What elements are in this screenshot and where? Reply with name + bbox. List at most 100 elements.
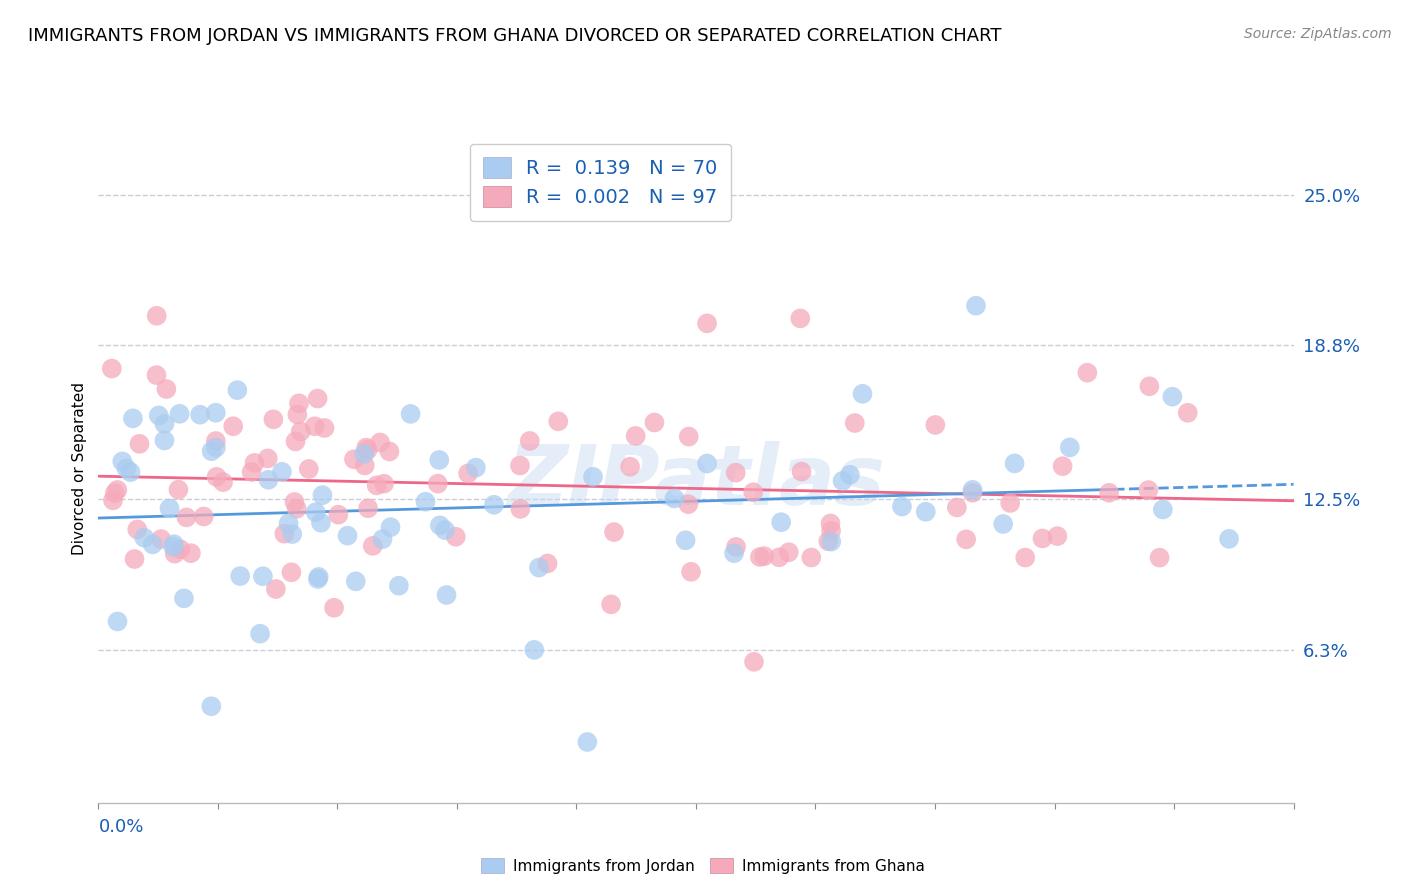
Point <box>162 540 184 554</box>
Point <box>368 435 391 450</box>
Point <box>201 444 224 458</box>
Point <box>991 516 1014 531</box>
Point <box>105 483 128 497</box>
Point <box>789 311 811 326</box>
Point <box>427 453 450 467</box>
Point <box>305 505 328 519</box>
Point <box>1149 550 1171 565</box>
Point <box>264 582 287 596</box>
Point <box>675 533 697 548</box>
Point <box>107 615 129 629</box>
Point <box>307 572 329 586</box>
Point <box>309 516 332 530</box>
Point <box>343 452 366 467</box>
Point <box>180 546 202 560</box>
Point <box>314 421 336 435</box>
Point <box>111 454 134 468</box>
Point <box>249 626 271 640</box>
Point <box>1052 459 1074 474</box>
Point <box>891 500 914 514</box>
Point <box>176 510 198 524</box>
Point <box>159 501 181 516</box>
Point <box>1000 496 1022 510</box>
Point <box>523 643 546 657</box>
Point <box>679 565 702 579</box>
Point <box>167 483 190 497</box>
Point <box>101 361 124 376</box>
Point <box>173 591 195 606</box>
Point <box>285 501 308 516</box>
Point <box>283 495 305 509</box>
Point <box>603 524 626 539</box>
Point <box>262 412 284 426</box>
Point <box>946 500 969 515</box>
Point <box>576 735 599 749</box>
Point <box>696 457 718 471</box>
Point <box>955 533 977 547</box>
Point <box>429 518 451 533</box>
Point <box>205 470 228 484</box>
Point <box>357 501 380 516</box>
Point <box>142 537 165 551</box>
Point <box>361 539 384 553</box>
Point <box>287 408 309 422</box>
Point <box>169 542 191 557</box>
Point <box>127 523 149 537</box>
Point <box>754 549 776 564</box>
Point <box>509 502 531 516</box>
Point <box>1031 532 1053 546</box>
Point <box>399 407 422 421</box>
Text: ZIPatlas: ZIPatlas <box>508 442 884 522</box>
Point <box>153 417 176 431</box>
Point <box>150 532 173 546</box>
Point <box>426 476 449 491</box>
Point <box>134 531 156 545</box>
Point <box>924 417 946 432</box>
Point <box>1137 483 1160 497</box>
Point <box>193 509 215 524</box>
Point <box>600 598 623 612</box>
Point <box>120 465 142 479</box>
Point <box>124 552 146 566</box>
Point <box>155 382 177 396</box>
Point <box>844 416 866 430</box>
Point <box>839 467 862 482</box>
Point <box>288 396 311 410</box>
Point <box>336 529 359 543</box>
Point <box>1218 532 1240 546</box>
Point <box>482 498 505 512</box>
Point <box>226 383 249 397</box>
Point <box>962 483 984 497</box>
Point <box>547 414 569 428</box>
Point <box>371 532 394 546</box>
Legend: R =  0.139   N = 70, R =  0.002   N = 97: R = 0.139 N = 70, R = 0.002 N = 97 <box>470 144 731 221</box>
Point <box>252 569 274 583</box>
Point <box>148 409 170 423</box>
Point <box>1161 390 1184 404</box>
Point <box>742 655 765 669</box>
Point <box>101 493 124 508</box>
Point <box>290 425 312 439</box>
Point <box>723 546 745 560</box>
Point <box>965 299 987 313</box>
Point <box>434 523 457 537</box>
Point <box>527 560 550 574</box>
Point <box>1014 550 1036 565</box>
Point <box>280 566 302 580</box>
Point <box>444 530 467 544</box>
Point <box>1046 529 1069 543</box>
Point <box>222 419 245 434</box>
Point <box>304 419 326 434</box>
Point <box>519 434 541 448</box>
Point <box>115 461 138 475</box>
Point <box>820 534 842 549</box>
Point <box>914 505 936 519</box>
Point <box>163 537 186 551</box>
Point <box>388 579 411 593</box>
Point <box>464 460 486 475</box>
Point <box>145 309 167 323</box>
Point <box>354 441 377 455</box>
Point <box>696 316 718 330</box>
Point <box>724 466 747 480</box>
Point <box>328 508 350 522</box>
